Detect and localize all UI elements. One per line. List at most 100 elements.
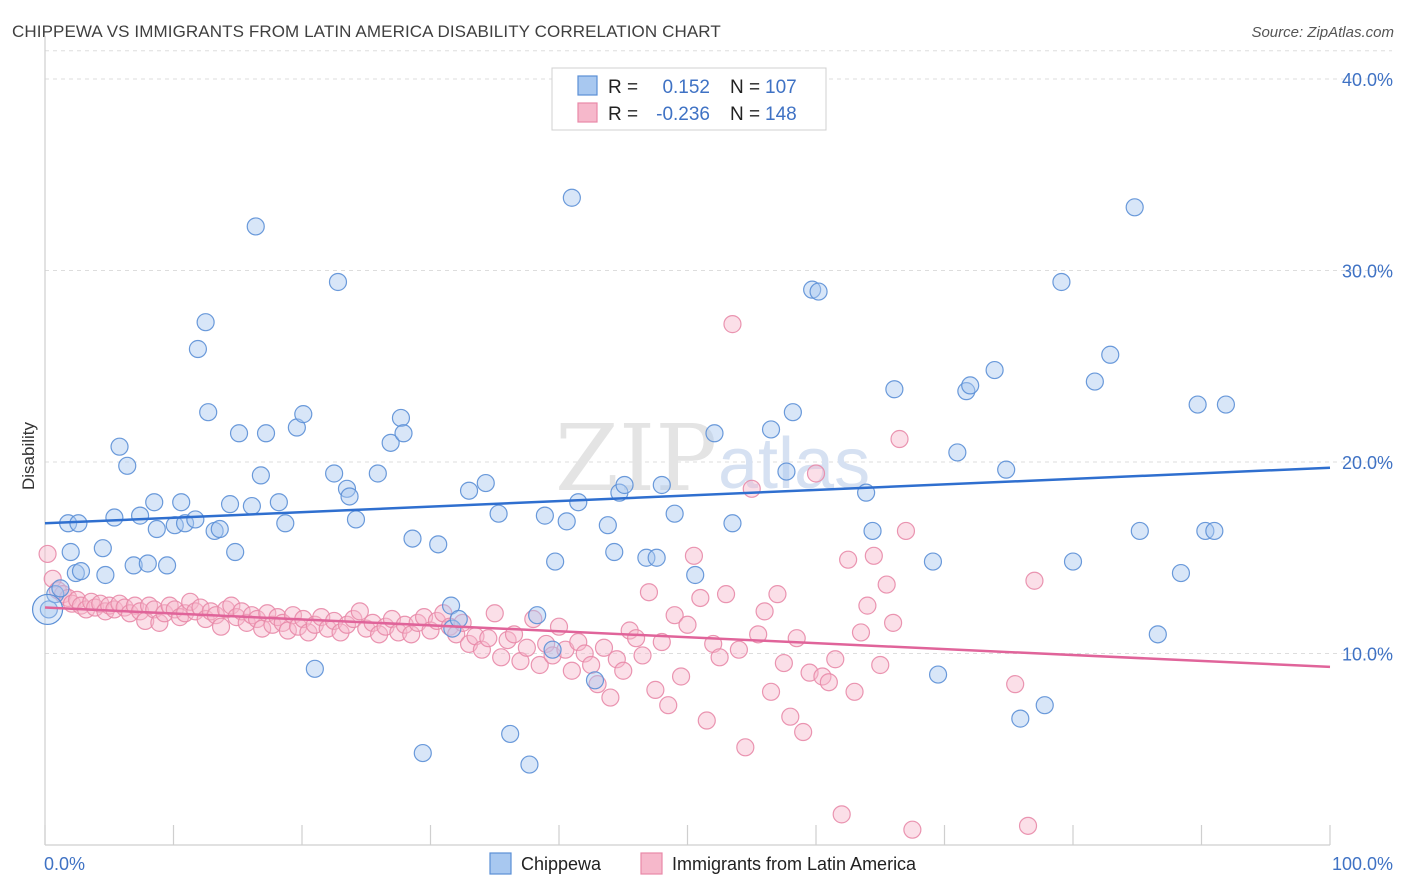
chippewa-point-96: [1052, 272, 1071, 292]
legend-n-label-0: N =: [730, 77, 760, 98]
chippewa-point-41: [328, 272, 348, 292]
immigrants-point-149: [1025, 571, 1044, 590]
chippewa-point-99: [1101, 345, 1120, 364]
source-credit: Source: ZipAtlas.com: [1251, 24, 1394, 41]
immigrants-point-129: [794, 722, 813, 742]
immigrants-point-138: [851, 623, 871, 642]
immigrants-point-144: [890, 429, 909, 449]
chippewa-point-86: [885, 380, 904, 399]
immigrants-point-117: [716, 585, 736, 604]
chippewa-point-88: [928, 665, 948, 684]
chippewa-point-44: [346, 510, 366, 529]
legend-n-value-1: 148: [765, 104, 797, 125]
chippewa-point-2: [51, 579, 70, 598]
immigrants-point-131: [806, 464, 826, 483]
chippewa-point-11: [110, 437, 129, 456]
immigrants-point-113: [691, 588, 710, 608]
bottom-legend-swatch-chippewa: [489, 852, 512, 875]
chippewa-point-73: [647, 548, 666, 567]
immigrants-point-110: [671, 667, 691, 686]
chippewa-point-64: [557, 512, 576, 531]
legend-r-value-1: -0.236: [656, 104, 710, 125]
chippewa-point-100: [1125, 198, 1144, 217]
immigrants-point-79: [472, 640, 491, 659]
chippewa-point-93: [997, 460, 1016, 479]
immigrants-point-98: [594, 638, 614, 657]
chippewa-point-107: [1216, 395, 1236, 414]
chippewa-point-4: [61, 542, 80, 562]
chippewa-point-50: [413, 743, 432, 763]
immigrants-point-123: [755, 602, 774, 621]
chippewa-point-59: [520, 755, 539, 774]
immigrants-point-104: [633, 646, 652, 665]
immigrants-point-127: [781, 707, 800, 726]
chippewa-point-58: [501, 724, 520, 744]
chippewa-point-65: [562, 188, 581, 207]
chippewa-point-9: [96, 565, 115, 585]
chippewa-point-53: [443, 619, 462, 638]
trendline-immigrants: [44, 606, 1331, 669]
immigrants-point-137: [845, 682, 864, 701]
immigrants-point-126: [774, 653, 793, 673]
watermark: ZIP atlas: [555, 405, 870, 512]
chippewa-point-28: [220, 495, 240, 514]
immigrants-point-120: [736, 738, 755, 757]
chippewa-point-40: [325, 464, 344, 483]
trend-lines: [44, 466, 1331, 669]
immigrants-point-136: [839, 550, 858, 569]
chippewa-point-63: [546, 552, 565, 571]
immigrants-point-147: [1006, 675, 1025, 694]
immigrants-point-112: [684, 546, 704, 565]
immigrants-point-103: [626, 629, 646, 648]
x-tick-label-1: 100.0%: [1332, 854, 1393, 874]
immigrants-point-81: [485, 604, 504, 623]
chippewa-point-82: [803, 280, 822, 299]
immigrants-point-88: [530, 655, 549, 675]
immigrants-point-121: [742, 479, 761, 498]
chippewa-point-79: [761, 420, 781, 439]
immigrants-point-86: [517, 638, 536, 657]
chippewa-point-69: [605, 542, 624, 562]
y-axis-title: Disability: [19, 421, 38, 490]
chippewa-point-77: [705, 424, 724, 443]
immigrants-point-35: [211, 617, 231, 636]
bottom-legend-swatch-immigrants: [640, 852, 663, 875]
chippewa-point-36: [276, 514, 295, 533]
immigrants-point-128: [787, 629, 806, 648]
chippewa-point-95: [1035, 696, 1054, 715]
immigrants-point-31: [191, 598, 210, 617]
immigrants-point-0: [38, 544, 57, 564]
legend-swatch-chippewa: [577, 75, 598, 96]
immigrants-point-114: [697, 711, 716, 730]
trendline-chippewa: [44, 466, 1331, 525]
chippewa-point-45: [368, 464, 387, 483]
immigrants-point-141: [871, 655, 890, 675]
chippewa-point-23: [188, 339, 208, 359]
immigrants-point-1: [43, 569, 62, 588]
immigrants-point-29: [181, 592, 200, 611]
axes: [44, 35, 1331, 846]
immigrants-point-80: [479, 629, 498, 648]
chippewa-point-76: [686, 565, 705, 585]
chippewa-point-35: [269, 493, 288, 512]
chippewa-point-21: [175, 514, 195, 533]
chippewa-point-67: [585, 671, 605, 690]
immigrants-point-146: [903, 820, 922, 839]
chippewa-point-32: [246, 217, 265, 236]
chippewa-point-51: [429, 535, 448, 554]
series-legend: Chippewa Immigrants from Latin America: [489, 852, 917, 875]
legend-r-label-0: R =: [608, 77, 638, 98]
chippewa-point-55: [459, 481, 479, 500]
chippewa-point-34: [256, 424, 276, 443]
legend-swatch-immigrants: [577, 102, 598, 123]
chippewa-point-12: [118, 456, 137, 475]
chippewa-point-29: [226, 542, 245, 562]
bottom-legend-label-immigrants: Immigrants from Latin America: [672, 854, 917, 874]
chippewa-point-94: [1011, 709, 1030, 728]
chippewa-point-27: [210, 519, 229, 539]
chippewa-point-22: [186, 510, 205, 529]
immigrants-point-99: [601, 688, 620, 707]
chippewa-point-98: [1085, 372, 1104, 391]
chippewa-point-14: [130, 506, 150, 525]
legend-r-value-0: 0.152: [662, 77, 710, 98]
